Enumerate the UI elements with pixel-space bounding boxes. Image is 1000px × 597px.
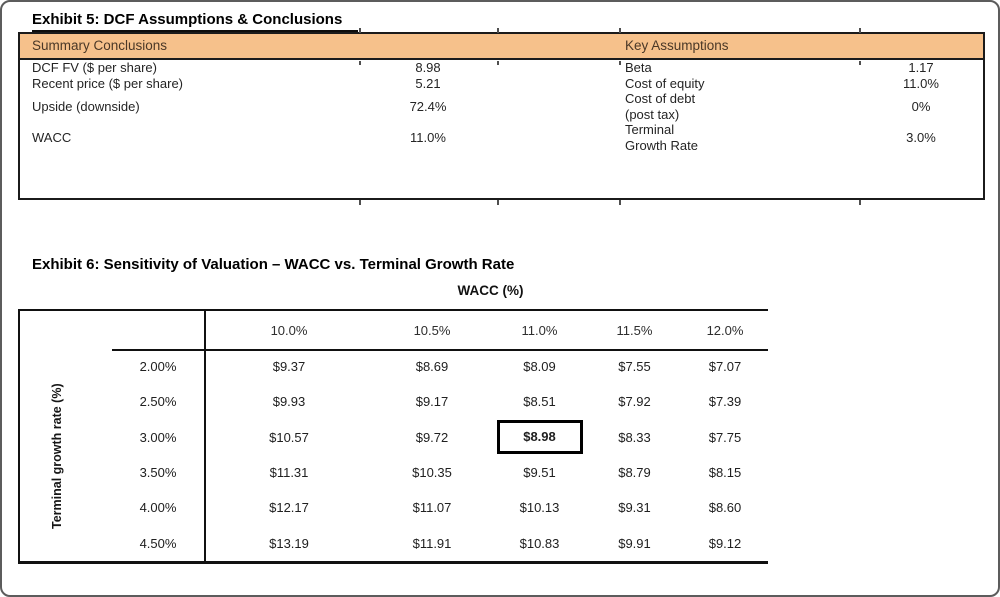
- value-cell: $8.15: [708, 465, 742, 481]
- sensitivity-row: 2.00% $9.37 $8.69 $8.09 $7.55 $7.07: [20, 349, 768, 384]
- column-tick: [359, 61, 361, 65]
- assumption-label-line1: Beta: [625, 60, 652, 75]
- assumption-value: 11.0%: [903, 75, 939, 91]
- column-tick: [859, 61, 861, 65]
- column-tick: [497, 200, 499, 205]
- value-cell: $8.69: [415, 359, 449, 375]
- value-cell: $9.72: [415, 429, 449, 445]
- column-tick: [859, 28, 861, 33]
- column-header: 11.0%: [521, 322, 558, 338]
- column-header: 12.0%: [706, 322, 744, 338]
- exhibit5-title: Exhibit 5: DCF Assumptions & Conclusions: [32, 11, 359, 32]
- column-header: 10.0%: [270, 322, 308, 338]
- sensitivity-row: 3.50% $11.31 $10.35 $9.51 $8.79 $8.15: [20, 455, 768, 490]
- assumption-label-line2: (post tax): [625, 106, 680, 122]
- assumption-label-line1: Cost of equity: [625, 75, 705, 91]
- assumption-label-line1: Cost of debt: [625, 91, 696, 107]
- column-tick: [859, 200, 861, 205]
- sensitivity-row: 4.50% $13.19 $11.91 $10.83 $9.91 $9.12: [20, 525, 768, 560]
- column-tick: [359, 28, 361, 33]
- assumption-value: 3.0%: [906, 130, 936, 146]
- value-cell: $7.07: [708, 359, 742, 375]
- exhibit6-title: Exhibit 6: Sensitivity of Valuation – WA…: [32, 256, 515, 273]
- value-cell: $13.19: [269, 535, 309, 551]
- metric-label: DCF FV ($ per share): [32, 60, 157, 75]
- assumption-label: Terminal Growth Rate: [619, 122, 859, 153]
- assumption-value: 0%: [911, 99, 931, 115]
- row-label: 4.00%: [139, 500, 177, 516]
- value-cell: $7.39: [708, 394, 742, 410]
- sensitivity-table: Terminal growth rate (%) 10.0% 10.5% 11.…: [18, 309, 768, 564]
- value-cell: $7.75: [708, 429, 742, 445]
- highlight-box: $8.98: [496, 420, 583, 455]
- metric-value: 8.98: [415, 60, 441, 76]
- column-tick: [619, 61, 621, 65]
- value-cell: $11.31: [269, 465, 309, 481]
- row-label: 3.00%: [139, 429, 177, 445]
- value-cell: $10.13: [519, 500, 560, 516]
- metric-label: WACC: [32, 130, 72, 146]
- sensitivity-row: 4.00% $12.17 $11.07 $10.13 $9.31 $8.60: [20, 490, 768, 525]
- row-label: 4.50%: [139, 535, 177, 551]
- value-cell: $12.17: [269, 500, 309, 516]
- value-cell: $9.51: [523, 465, 556, 481]
- table-row: Upside (downside) 72.4% Cost of debt (po…: [20, 91, 983, 122]
- value-cell: $8.60: [708, 500, 742, 516]
- column-header: 11.5%: [616, 322, 653, 338]
- column-header: 10.5%: [413, 322, 451, 338]
- value-cell: $9.12: [708, 535, 742, 551]
- value-cell: $11.91: [412, 535, 452, 551]
- column-tick: [619, 28, 621, 33]
- value-cell: $7.92: [618, 394, 651, 410]
- metric-value: 72.4%: [409, 99, 447, 115]
- assumption-value: 1.17: [908, 60, 934, 76]
- sensitivity-header-row: 10.0% 10.5% 11.0% 11.5% 12.0%: [20, 311, 768, 349]
- value-cell: $10.83: [519, 535, 560, 551]
- column-tick: [497, 61, 499, 65]
- table-divider-line: [204, 311, 206, 561]
- header-underline: [112, 349, 768, 351]
- assumption-label: Cost of debt (post tax): [619, 91, 859, 122]
- column-tick: [497, 28, 499, 33]
- column-tick: [619, 200, 621, 205]
- value-cell: $11.07: [412, 500, 452, 516]
- value-cell: $8.79: [618, 465, 651, 481]
- exhibit5-table: Summary Conclusions Key Assumptions DCF …: [18, 28, 985, 205]
- assumption-label-line2: Growth Rate: [625, 137, 698, 153]
- assumption-label: Cost of equity: [619, 76, 859, 92]
- table-row: Recent price ($ per share) 5.21 Cost of …: [20, 76, 983, 92]
- value-cell: $8.51: [523, 394, 556, 410]
- value-cell: $9.31: [618, 500, 651, 516]
- value-cell: $10.57: [269, 429, 309, 445]
- metric-value: 5.21: [415, 75, 441, 91]
- row-label: 3.50%: [139, 465, 177, 481]
- value-cell: $9.17: [415, 394, 449, 410]
- assumption-label: Beta: [619, 60, 859, 76]
- terminal-growth-axis-label: Terminal growth rate (%): [50, 383, 64, 529]
- key-assumptions-header: Key Assumptions: [625, 37, 729, 53]
- value-cell: $8.33: [618, 429, 651, 445]
- table-row: DCF FV ($ per share) 8.98 Beta 1.17: [20, 60, 983, 76]
- value-cell: $8.09: [523, 359, 556, 375]
- column-tick: [359, 200, 361, 205]
- sensitivity-row: 2.50% $9.93 $9.17 $8.51 $7.92 $7.39: [20, 384, 768, 419]
- wacc-axis-label: WACC (%): [457, 283, 524, 298]
- metric-label: Upside (downside): [32, 98, 140, 114]
- exhibit5-header-row: Summary Conclusions Key Assumptions: [20, 34, 983, 60]
- assumption-label-line1: Terminal: [625, 122, 675, 138]
- highlighted-value-cell: $8.98: [492, 420, 587, 455]
- sensitivity-row: 3.00% $10.57 $9.72 $8.98 $8.33 $7.75: [20, 420, 768, 455]
- metric-label: Recent price ($ per share): [32, 75, 184, 91]
- value-cell: $7.55: [618, 359, 651, 375]
- value-cell: $9.91: [618, 535, 651, 551]
- summary-conclusions-header: Summary Conclusions: [32, 37, 168, 53]
- metric-value: 11.0%: [410, 130, 446, 146]
- value-cell: $9.37: [272, 359, 306, 375]
- row-label: 2.00%: [139, 359, 177, 375]
- table-row: WACC 11.0% Terminal Growth Rate 3.0%: [20, 122, 983, 153]
- value-cell: $10.35: [412, 465, 452, 481]
- value-cell: $9.93: [272, 394, 306, 410]
- row-label: 2.50%: [139, 394, 177, 410]
